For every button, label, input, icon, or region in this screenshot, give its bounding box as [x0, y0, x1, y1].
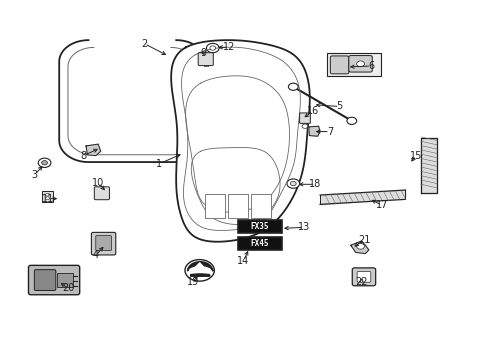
Bar	[251, 194, 270, 218]
Bar	[238, 220, 282, 233]
Text: 12: 12	[222, 42, 235, 52]
Polygon shape	[308, 126, 320, 136]
Text: 22: 22	[355, 277, 367, 287]
Text: 11: 11	[42, 194, 55, 204]
Circle shape	[45, 197, 49, 200]
Circle shape	[290, 181, 296, 186]
Polygon shape	[86, 144, 101, 156]
Text: 18: 18	[308, 179, 321, 189]
Circle shape	[356, 61, 364, 67]
FancyBboxPatch shape	[330, 56, 348, 74]
Bar	[228, 194, 247, 218]
Text: 15: 15	[409, 150, 422, 161]
Text: 7: 7	[326, 127, 332, 136]
Text: 14: 14	[237, 256, 249, 266]
Text: 17: 17	[375, 200, 387, 210]
Text: 20: 20	[61, 283, 74, 293]
Text: 2: 2	[141, 39, 147, 49]
Circle shape	[41, 161, 47, 165]
Circle shape	[302, 124, 307, 129]
Text: 1: 1	[156, 159, 162, 169]
Text: 4: 4	[93, 250, 99, 260]
Text: 21: 21	[357, 235, 369, 245]
Circle shape	[45, 193, 49, 196]
Circle shape	[288, 83, 298, 90]
FancyBboxPatch shape	[356, 271, 370, 282]
Polygon shape	[59, 40, 205, 162]
Text: 13: 13	[297, 222, 309, 232]
FancyBboxPatch shape	[91, 232, 116, 255]
Text: 16: 16	[306, 106, 318, 116]
FancyBboxPatch shape	[299, 113, 310, 123]
Circle shape	[38, 158, 51, 167]
Text: 8: 8	[81, 150, 86, 161]
Bar	[42, 191, 53, 202]
Bar	[57, 273, 73, 287]
Circle shape	[286, 179, 299, 188]
Bar	[238, 237, 282, 250]
Text: 19: 19	[186, 277, 199, 287]
Polygon shape	[171, 40, 309, 242]
FancyBboxPatch shape	[348, 55, 371, 72]
Polygon shape	[191, 263, 207, 271]
Polygon shape	[350, 241, 368, 253]
Text: 9: 9	[200, 48, 206, 58]
Text: 5: 5	[336, 102, 342, 112]
Circle shape	[346, 117, 356, 125]
FancyBboxPatch shape	[94, 187, 109, 200]
Bar	[205, 194, 224, 218]
FancyBboxPatch shape	[28, 265, 80, 295]
Circle shape	[209, 46, 215, 50]
Bar	[327, 53, 380, 76]
Circle shape	[356, 243, 364, 249]
Text: 10: 10	[92, 178, 104, 188]
Text: 6: 6	[367, 61, 374, 71]
FancyBboxPatch shape	[351, 268, 375, 286]
Text: 3: 3	[32, 170, 38, 180]
FancyBboxPatch shape	[198, 53, 213, 66]
FancyBboxPatch shape	[34, 270, 56, 291]
Circle shape	[206, 43, 219, 53]
Text: FX45: FX45	[250, 239, 269, 248]
Text: FX35: FX35	[250, 222, 269, 231]
FancyBboxPatch shape	[96, 235, 111, 251]
